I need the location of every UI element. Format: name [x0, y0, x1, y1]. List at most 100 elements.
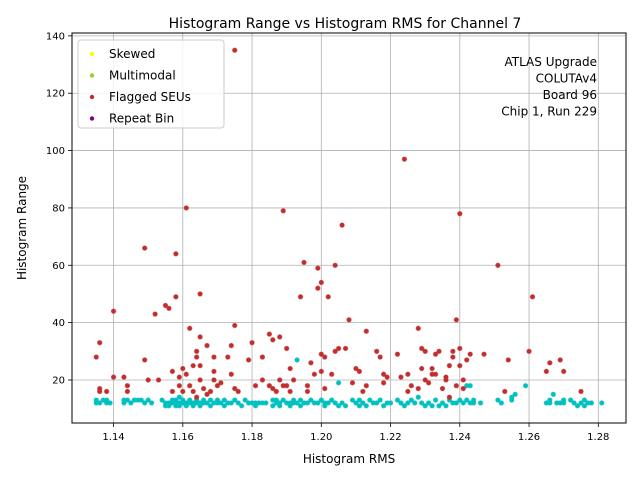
point-flagged-seus [266, 331, 273, 337]
point-flagged-seus [419, 345, 425, 352]
point-normal [294, 400, 300, 406]
point-normal [401, 403, 408, 409]
point-flagged-seus [346, 317, 352, 323]
chart-title: Histogram Range vs Histogram RMS for Cha… [169, 16, 522, 32]
point-flagged-seus [529, 294, 536, 300]
point-flagged-seus [155, 377, 162, 383]
point-normal [429, 403, 435, 409]
point-normal [138, 397, 144, 403]
point-normal [97, 400, 103, 406]
point-flagged-seus [360, 388, 366, 395]
point-normal [398, 400, 404, 406]
point-normal [335, 380, 342, 386]
x-tick-label: 1.24 [449, 432, 471, 443]
legend-label: Flagged SEUs [109, 90, 191, 104]
point-flagged-seus [432, 351, 439, 357]
point-normal [522, 383, 529, 389]
x-tick-label: 1.26 [518, 432, 540, 443]
point-flagged-seus [183, 205, 189, 211]
point-normal [180, 397, 186, 403]
point-flagged-seus [124, 388, 131, 395]
point-normal [470, 397, 477, 403]
point-flagged-seus [211, 354, 217, 360]
point-flagged-seus [505, 357, 511, 363]
point-normal [207, 403, 214, 409]
point-normal [464, 397, 470, 403]
point-flagged-seus [249, 340, 255, 346]
point-normal [232, 397, 238, 403]
annotation-line: ATLAS Upgrade [504, 55, 597, 69]
point-normal [207, 397, 214, 403]
point-normal [436, 403, 442, 409]
point-flagged-seus [214, 383, 221, 389]
point-flagged-seus [204, 391, 210, 398]
point-normal [142, 400, 148, 406]
point-flagged-seus [277, 377, 283, 383]
point-normal [263, 400, 269, 406]
point-normal [214, 397, 221, 403]
point-flagged-seus [211, 377, 217, 383]
point-flagged-seus [398, 374, 404, 380]
point-flagged-seus [176, 383, 183, 389]
point-normal [599, 400, 605, 406]
point-flagged-seus [252, 383, 259, 389]
point-flagged-seus [152, 311, 158, 317]
point-normal [425, 400, 432, 406]
point-flagged-seus [443, 374, 449, 380]
point-flagged-seus [173, 294, 179, 300]
point-normal [128, 400, 134, 406]
point-flagged-seus [502, 388, 508, 395]
point-flagged-seus [142, 357, 148, 363]
point-normal [360, 400, 366, 406]
point-normal [294, 357, 300, 363]
y-tick-label: 20 [52, 375, 65, 386]
point-flagged-seus [283, 383, 290, 389]
point-normal [387, 400, 394, 406]
x-tick-label: 1.14 [102, 432, 124, 443]
point-flagged-seus [304, 388, 311, 395]
point-flagged-seus [97, 340, 103, 346]
point-normal [176, 403, 183, 409]
point-flagged-seus [228, 371, 234, 377]
point-normal [581, 403, 588, 409]
point-normal [173, 397, 179, 403]
point-flagged-seus [481, 351, 487, 357]
point-flagged-seus [187, 325, 193, 332]
point-flagged-seus [356, 368, 363, 375]
point-normal [221, 397, 228, 403]
point-normal [356, 403, 363, 409]
point-flagged-seus [453, 317, 460, 323]
point-normal [547, 400, 553, 406]
point-normal [176, 394, 183, 400]
point-flagged-seus [297, 294, 304, 300]
point-flagged-seus [266, 383, 273, 389]
point-flagged-seus [450, 348, 456, 355]
legend-marker [89, 73, 95, 78]
point-flagged-seus [436, 348, 442, 355]
point-flagged-seus [183, 371, 189, 377]
y-axis-ticks: 20 40 60 80 100 120 140 [46, 31, 72, 386]
point-flagged-seus [457, 345, 463, 352]
point-flagged-seus [311, 371, 318, 377]
point-normal [509, 397, 515, 403]
grid-lines [72, 33, 626, 423]
x-tick-label: 1.22 [379, 432, 401, 443]
point-normal [453, 400, 460, 406]
point-normal [560, 400, 567, 406]
point-normal [432, 397, 439, 403]
point-flagged-seus [325, 294, 331, 300]
point-flagged-seus [318, 279, 324, 286]
y-tick-label: 80 [52, 203, 65, 214]
point-flagged-seus [180, 365, 186, 372]
point-flagged-seus [380, 380, 387, 386]
point-flagged-seus [560, 368, 567, 375]
legend-marker [89, 51, 95, 57]
point-flagged-seus [93, 354, 99, 360]
point-flagged-seus [578, 388, 584, 395]
point-normal [166, 403, 172, 409]
point-normal [290, 397, 297, 403]
point-flagged-seus [287, 388, 293, 395]
point-flagged-seus [349, 380, 356, 386]
point-flagged-seus [232, 322, 238, 329]
y-tick-label: 40 [52, 318, 65, 329]
